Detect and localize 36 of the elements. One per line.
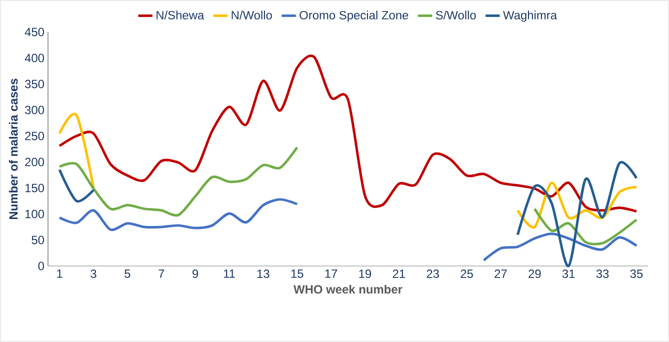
y-tick-label: 100: [25, 210, 44, 218]
x-axis-title: WHO week number: [294, 284, 402, 294]
y-tick-label: 400: [24, 54, 44, 62]
x-tick-label: 19: [359, 270, 372, 278]
legend-label: N/Shewa: [156, 10, 204, 20]
x-tick-label: 21: [392, 270, 405, 278]
x-tick-label: 25: [460, 270, 473, 278]
x-tick-label: 31: [562, 270, 575, 278]
x-tick-label: 5: [124, 270, 130, 278]
x-tick-label: 33: [596, 270, 609, 278]
x-tick-label: 27: [494, 270, 507, 278]
y-tick-label: 300: [24, 106, 44, 114]
legend-label: Waghimra: [503, 10, 558, 22]
y-tick-label: 250: [25, 132, 44, 140]
x-tick-label: 29: [528, 270, 541, 278]
y-tick-label: 0: [38, 262, 44, 270]
y-tick-label: 50: [32, 236, 44, 244]
y-axis-title: Number of malaria cases: [8, 78, 18, 219]
x-tick-label: 35: [630, 270, 643, 278]
x-tick-label: 11: [224, 270, 235, 278]
legend-label: S/Wollo: [436, 10, 476, 20]
x-tick-label: 9: [192, 270, 198, 278]
x-tick-label: 23: [426, 270, 439, 278]
y-tick-label: 450: [24, 28, 44, 36]
x-tick-label: 17: [325, 270, 338, 278]
line-series: [58, 54, 638, 213]
legend-label: N/Wollo: [232, 10, 272, 20]
x-tick-label: 15: [291, 270, 304, 278]
x-tick-label: 7: [158, 270, 164, 278]
y-tick-label: 150: [25, 184, 44, 192]
y-tick-label: 200: [25, 158, 44, 166]
legend-label: Oromo Special Zone: [300, 10, 408, 22]
x-tick-label: 3: [90, 270, 96, 278]
y-tick-label: 350: [24, 80, 44, 88]
x-tick-label: 1: [57, 270, 62, 278]
x-tick-label: 13: [257, 270, 270, 278]
